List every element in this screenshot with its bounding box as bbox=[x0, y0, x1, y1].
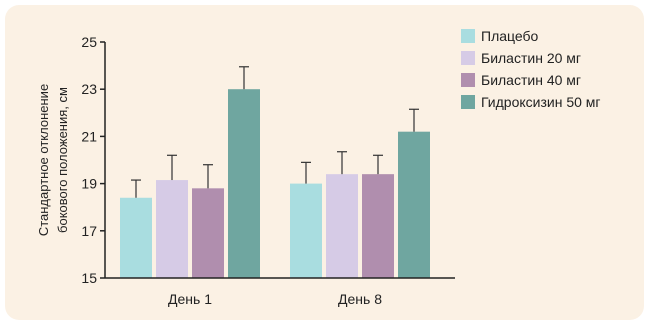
bar-1-1 bbox=[120, 197, 152, 278]
bar-2-2 bbox=[326, 174, 358, 278]
x-tick-label: День 8 bbox=[338, 291, 382, 307]
y-tick-label: 15 bbox=[81, 270, 97, 286]
legend-swatch bbox=[461, 51, 475, 65]
bar-4-2 bbox=[398, 131, 430, 278]
legend-label: Гидроксизин 50 мг bbox=[481, 94, 601, 110]
bar-3-1 bbox=[192, 188, 224, 278]
bar-3-2 bbox=[362, 174, 394, 278]
bar-4-1 bbox=[228, 89, 260, 278]
y-tick-label: 17 bbox=[81, 223, 97, 239]
legend-label: Плацебо bbox=[481, 28, 539, 44]
y-tick-label: 23 bbox=[81, 81, 97, 97]
chart-panel bbox=[5, 5, 644, 320]
y-tick-label: 25 bbox=[81, 34, 97, 50]
y-axis-label: Стандартное отклонение бокового положени… bbox=[36, 84, 70, 236]
legend-label: Биластин 20 мг bbox=[481, 50, 581, 66]
legend-swatch bbox=[461, 73, 475, 87]
legend-label: Биластин 40 мг bbox=[481, 72, 581, 88]
bar-2-1 bbox=[156, 180, 188, 278]
y-tick-label: 21 bbox=[81, 128, 97, 144]
legend-swatch bbox=[461, 29, 475, 43]
x-tick-label: День 1 bbox=[168, 291, 212, 307]
y-tick-label: 19 bbox=[81, 176, 97, 192]
y-axis-label-line-2: бокового положения, см bbox=[55, 87, 70, 233]
y-axis-label-line-1: Стандартное отклонение bbox=[36, 84, 51, 236]
legend-swatch bbox=[461, 95, 475, 109]
bar-1-2 bbox=[290, 183, 322, 278]
